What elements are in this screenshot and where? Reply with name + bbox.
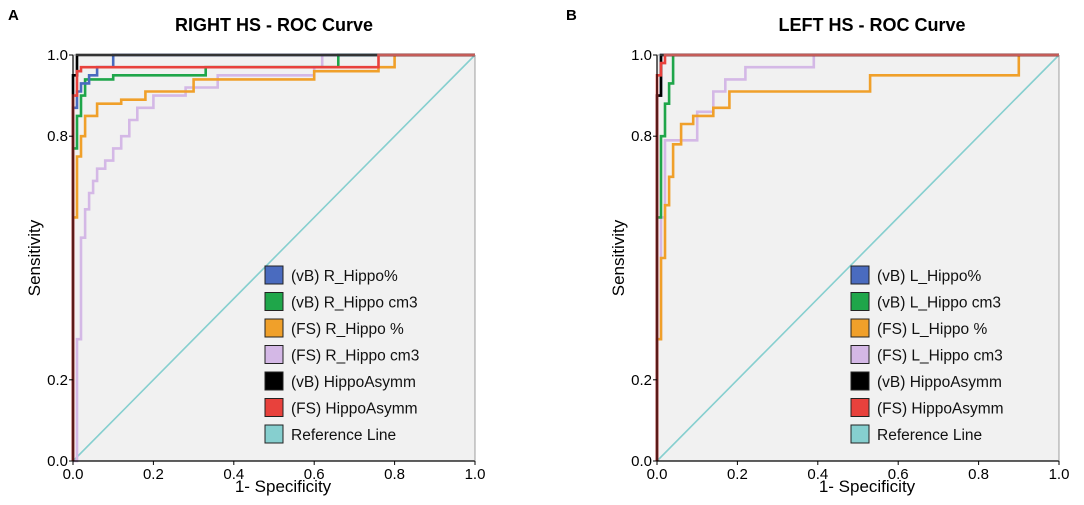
legend-label: (vB) HippoAsymm [877,374,1002,391]
x-tick-label: 1.0 [465,466,486,483]
panel-letter: B [566,7,577,24]
legend-swatch [850,292,870,311]
series-line-fs-r-hippo-cm3 [73,53,475,463]
x-axis-label: 1- Specificity [819,477,916,496]
y-tick-label: 0.0 [631,453,652,470]
legend-swatch [264,265,284,285]
legend-label: Reference Line [877,427,982,444]
legend-swatch [850,318,870,338]
legend-swatch [264,371,284,391]
series-line-reference-line [72,54,476,462]
legend-label: (vB) R_Hippo% [291,268,398,285]
legend-swatch [850,265,870,285]
x-tick-label: 0.2 [143,466,164,483]
chart-title: RIGHT HS - ROC Curve [175,15,373,35]
y-tick-label: 0.2 [47,372,68,389]
legend-label: Reference Line [291,427,396,444]
panel-letter: A [8,7,19,24]
x-tick-label: 0.4 [807,466,828,483]
legend-swatch [264,398,284,417]
legend-swatch [850,424,870,444]
legend-swatch [850,371,870,391]
legend: (vB) L_Hippo% (vB) L_Hippo cm3 (FS) L_Hipp… [850,265,1004,444]
chart-panel-b: B LEFT HS - ROC Curve 0.0 0.2 0.4 0.6 0.8 1.0 0.… [566,7,1069,496]
y-tick-label: 1.0 [47,47,68,64]
y-tick-label: 0.0 [47,453,68,470]
legend-label: (vB) L_Hippo% [877,268,981,285]
legend-swatch [264,345,284,364]
legend-label: (FS) L_Hippo cm3 [877,348,1003,365]
x-tick-label: 0.0 [647,466,668,483]
series-line-fs-hippoasymm [71,53,475,461]
series-line-reference-line [656,54,1060,462]
legend-label: (vB) R_Hippo cm3 [291,295,418,312]
chart-title: LEFT HS - ROC Curve [778,15,965,35]
x-tick-label: 0.8 [384,466,405,483]
legend-swatch [264,424,284,444]
legend: (vB) R_Hippo% (vB) R_Hippo cm3 (FS) R_Hipp… [264,265,419,444]
y-tick-label: 1.0 [631,47,652,64]
legend-swatch [850,398,870,417]
x-tick-label: 1.0 [1049,466,1070,483]
legend-swatch [264,292,284,311]
legend-label: (vB) HippoAsymm [291,374,416,391]
x-tick-label: 0.8 [968,466,989,483]
legend-label: (vB) L_Hippo cm3 [877,295,1001,312]
y-axis-label: Sensitivity [25,219,44,296]
y-tick-label: 0.2 [631,372,652,389]
legend-swatch [264,318,284,338]
x-tick-label: 0.2 [727,466,748,483]
series-line-fs-l-hippo [655,53,1059,461]
legend-label: (FS) R_Hippo cm3 [291,348,419,365]
x-tick-label: 0.6 [304,466,325,483]
legend-label: (FS) HippoAsymm [291,401,418,418]
legend-label: (FS) HippoAsymm [877,401,1004,418]
y-tick-label: 0.8 [47,128,68,145]
x-tick-label: 0.0 [63,466,84,483]
x-tick-label: 0.4 [223,466,244,483]
legend-label: (FS) R_Hippo % [291,321,404,338]
y-tick-label: 0.8 [631,128,652,145]
series-line-vb-l-hippo-cm3 [655,53,1059,461]
legend-swatch [850,345,870,364]
y-axis-label: Sensitivity [609,219,628,296]
series-line-fs-r-hippo [71,53,475,461]
x-tick-label: 0.6 [888,466,909,483]
legend-label: (FS) L_Hippo % [877,321,987,338]
x-axis-label: 1- Specificity [235,477,332,496]
chart-panel-a: A RIGHT HS - ROC Curve 0.0 0.2 0.4 0.6 0.8 1.0 0… [8,7,485,496]
